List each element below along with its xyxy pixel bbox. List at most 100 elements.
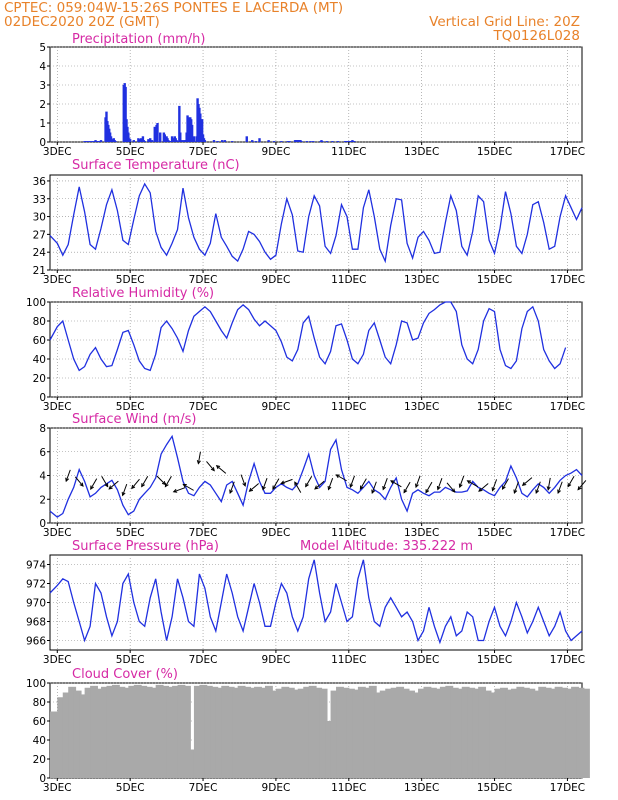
cloud-bar xyxy=(538,686,547,778)
precip-bar xyxy=(178,105,181,142)
cloud-bar xyxy=(297,688,306,778)
precip-bar xyxy=(147,139,150,142)
precip-bar xyxy=(305,141,309,142)
precip-bar xyxy=(114,141,117,142)
precip-bar xyxy=(336,141,340,142)
y-tick-label: 0 xyxy=(39,137,46,149)
x-tick-label: 7DEC xyxy=(189,654,218,666)
cloud-bar xyxy=(423,686,432,778)
x-tick-label: 17DEC xyxy=(550,146,585,158)
y-tick-label: 5 xyxy=(39,42,46,54)
cloud-bar xyxy=(560,687,569,778)
cloud-bar xyxy=(117,686,126,778)
wind-arrow-shaft xyxy=(305,475,313,487)
wind-arrow xyxy=(305,475,313,488)
y-tick-label: 36 xyxy=(33,176,47,188)
wind-arrow xyxy=(172,487,186,493)
cloud-bar xyxy=(554,686,563,778)
cloud-bar xyxy=(500,687,508,778)
cloud-bar xyxy=(314,687,323,778)
cloud-bar xyxy=(221,685,230,778)
wind-arrow-head xyxy=(390,480,395,484)
cloud-bar xyxy=(139,685,148,778)
wind-arrow-head xyxy=(164,483,169,488)
wind-arrow xyxy=(215,464,227,474)
panel-4: Surface Wind (m/s) 0 2 4 6 8 3DEC 5DEC 7DEC 9DEC 1… xyxy=(39,412,587,539)
wind-arrow xyxy=(546,477,551,491)
wind-arrow-shaft xyxy=(492,479,498,491)
x-tick-label: 11DEC xyxy=(331,527,366,539)
wind-arrow-head xyxy=(458,483,463,489)
wind-arrow-shaft xyxy=(557,481,563,494)
x-tick-label: 17DEC xyxy=(550,527,585,539)
cloud-bar xyxy=(346,688,355,778)
precip-bar xyxy=(325,141,329,142)
series-line xyxy=(49,559,583,645)
cloud-bar xyxy=(292,689,301,778)
cloud-bar xyxy=(226,686,235,778)
cloud-bar xyxy=(106,685,115,778)
cloud-bar xyxy=(286,687,295,778)
precip-bar xyxy=(83,141,86,142)
wind-arrow-shaft xyxy=(122,483,128,496)
wind-arrow-head xyxy=(577,486,582,491)
cloud-bar xyxy=(385,688,394,778)
cloud-bar xyxy=(188,749,197,778)
precip-bar xyxy=(280,141,283,142)
x-tick-label: 7DEC xyxy=(189,401,218,413)
wind-arrow-head xyxy=(305,483,309,488)
y-tick-label: 970 xyxy=(26,598,46,610)
wind-arrow xyxy=(557,481,563,495)
panel-frame xyxy=(49,301,583,398)
precip-bar xyxy=(175,140,178,142)
x-tick-label: 11DEC xyxy=(331,654,366,666)
wind-arrow-head xyxy=(229,489,234,495)
y-tick-label: 100 xyxy=(26,678,46,690)
cloud-bar xyxy=(341,687,350,778)
precip-bar xyxy=(127,132,130,142)
wind-arrow-shaft xyxy=(535,481,541,494)
cloud-bar xyxy=(325,721,333,778)
panels: Precipitation (mm/h) 0 1 2 3 4 5 3DEC 5DEC 7DEC 9D… xyxy=(26,32,590,794)
y-tick-label: 972 xyxy=(26,579,46,591)
cloud-bar xyxy=(243,686,252,778)
cloud-bar xyxy=(90,685,98,778)
wind-arrow-shaft xyxy=(425,481,433,493)
cloud-bar xyxy=(62,692,71,778)
precip-bar xyxy=(90,141,94,142)
y-tick-label: 40 xyxy=(33,354,46,366)
wind-arrow-shaft xyxy=(328,478,334,490)
wind-arrow-shaft xyxy=(173,487,186,493)
wind-arrow xyxy=(294,481,302,493)
wind-arrow xyxy=(446,482,456,493)
y-tick-label: 40 xyxy=(33,735,46,747)
cloud-bar xyxy=(177,684,186,778)
wind-arrow xyxy=(131,478,140,490)
wind-arrow-shaft xyxy=(467,480,479,488)
x-tick-label: 9DEC xyxy=(262,782,291,794)
cloud-bar xyxy=(472,688,481,778)
cloud-bar xyxy=(434,688,443,778)
x-tick-label: 5DEC xyxy=(116,401,145,413)
cloud-bar xyxy=(161,685,170,778)
wind-arrow xyxy=(314,480,325,490)
wind-arrow xyxy=(121,483,128,497)
wind-arrow xyxy=(371,481,377,495)
wind-arrow xyxy=(240,474,247,487)
precip-bar xyxy=(124,86,127,142)
wind-arrow-shaft xyxy=(349,475,355,488)
wind-arrow xyxy=(577,480,587,491)
wind-arrow-shaft xyxy=(101,475,109,487)
cloud-bar xyxy=(461,686,470,778)
wind-arrow xyxy=(164,475,172,488)
wind-arrow xyxy=(535,481,541,495)
cloud-bar xyxy=(259,687,268,778)
y-tick-label: 968 xyxy=(26,617,46,629)
x-tick-label: 15DEC xyxy=(477,782,512,794)
cloud-bar xyxy=(483,690,492,778)
cloud-bar xyxy=(428,687,437,778)
wind-arrow-head xyxy=(141,483,145,488)
wind-arrow-head xyxy=(210,467,215,472)
wind-arrow xyxy=(458,475,465,489)
